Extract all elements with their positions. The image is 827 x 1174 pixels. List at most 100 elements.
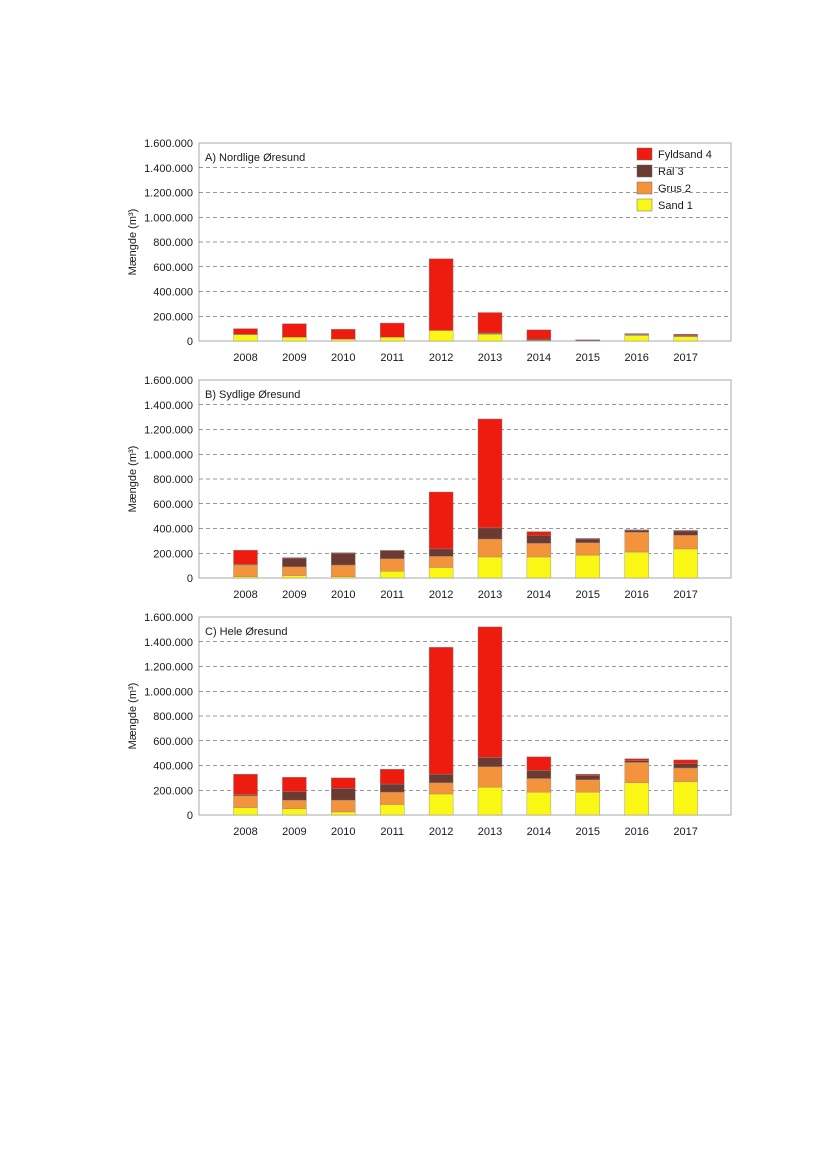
bar-segment-grus-2-2011 — [380, 558, 405, 572]
bar-segment-ral-3-2013 — [477, 757, 503, 767]
y-tick-label: 800.000 — [153, 711, 193, 723]
x-tick-label: 2013 — [478, 589, 502, 601]
bar-segment-ral-3-2009 — [282, 791, 307, 801]
legend-label: Ral 3 — [658, 166, 684, 178]
legend: Fyldsand 4 Ral 3 Grus 2 Sand 1 — [636, 147, 712, 212]
bar-segment-grus-2-2014 — [526, 778, 552, 793]
y-tick-label: 1.200.000 — [144, 662, 193, 674]
bar-segment-sand-1-2017 — [673, 548, 698, 579]
x-tick-label: 2009 — [282, 826, 306, 838]
y-axis-label: Mængde (m³) — [127, 683, 139, 750]
y-tick-label: 1.600.000 — [144, 375, 193, 387]
x-tick-label: 2011 — [380, 589, 404, 601]
bar-segment-ral-3-2017 — [673, 763, 698, 769]
bar-segment-grus-2-2014 — [526, 543, 552, 558]
bar-segment-sand-1-2009 — [282, 337, 307, 342]
bar-segment-fyldsand-4-2014 — [526, 329, 552, 340]
y-tick-label: 200.000 — [153, 548, 193, 560]
bar-segment-ral-3-2017 — [673, 530, 698, 536]
legend-swatch-fyldsand-4 — [636, 147, 653, 161]
bar-segment-fyldsand-4-2015 — [575, 339, 600, 341]
bar-segment-sand-1-2012 — [428, 330, 454, 342]
bar-segment-fyldsand-4-2011 — [380, 769, 405, 785]
bar-segment-sand-1-2016 — [624, 335, 649, 342]
y-axis-label: Mængde (m³) — [127, 446, 139, 513]
x-tick-label: 2014 — [527, 352, 551, 364]
legend-swatch-grus-2 — [636, 181, 653, 195]
bar-segment-fyldsand-4-2017 — [673, 759, 698, 764]
bar-segment-grus-2-2015 — [575, 779, 600, 793]
y-tick-label: 400.000 — [153, 761, 193, 773]
bar-segment-grus-2-2008 — [233, 795, 258, 808]
bar-segment-fyldsand-4-2016 — [624, 333, 649, 335]
y-tick-label: 200.000 — [153, 785, 193, 797]
y-tick-label: 1.000.000 — [144, 686, 193, 698]
bar-segment-sand-1-2009 — [282, 808, 307, 816]
bar-segment-fyldsand-4-2014 — [526, 531, 552, 536]
bar-segment-fyldsand-4-2015 — [575, 773, 600, 776]
y-tick-label: 1.200.000 — [144, 425, 193, 437]
y-tick-label: 1.400.000 — [144, 400, 193, 412]
x-tick-label: 2011 — [380, 826, 404, 838]
bar-segment-grus-2-2010 — [331, 564, 356, 577]
x-tick-label: 2013 — [478, 352, 502, 364]
legend-label: Grus 2 — [658, 183, 691, 195]
legend-label: Fyldsand 4 — [658, 149, 712, 161]
bar-segment-sand-1-2017 — [673, 781, 698, 816]
bar-segment-grus-2-2010 — [331, 799, 356, 813]
x-tick-label: 2012 — [429, 826, 453, 838]
bar-segment-fyldsand-4-2008 — [233, 328, 258, 335]
x-tick-label: 2015 — [576, 589, 600, 601]
bar-segment-ral-3-2015 — [575, 538, 600, 543]
bar-segment-fyldsand-4-2010 — [331, 329, 356, 340]
bar-segment-ral-3-2014 — [526, 770, 552, 779]
x-tick-label: 2014 — [527, 826, 551, 838]
bar-segment-ral-3-2012 — [428, 773, 454, 784]
y-tick-label: 0 — [187, 810, 193, 822]
bar-segment-grus-2-2012 — [428, 782, 454, 795]
y-tick-label: 1.000.000 — [144, 449, 193, 461]
bar-segment-sand-1-2008 — [233, 807, 258, 816]
x-tick-label: 2016 — [624, 826, 648, 838]
bar-segment-grus-2-2016 — [624, 762, 649, 784]
bar-segment-fyldsand-4-2017 — [673, 530, 698, 532]
y-tick-label: 1.000.000 — [144, 212, 193, 224]
bar-segment-grus-2-2009 — [282, 566, 307, 576]
bar-segment-fyldsand-4-2017 — [673, 333, 698, 336]
chart-panel-3: 0 200.000 400.000 600.000 800.000 1.000.000 1.… — [127, 612, 732, 838]
bar-segment-sand-1-2011 — [380, 570, 405, 579]
bar-segment-fyldsand-4-2009 — [282, 323, 307, 338]
x-tick-label: 2009 — [282, 352, 306, 364]
bar-segment-sand-1-2010 — [331, 338, 356, 342]
y-tick-label: 200.000 — [153, 311, 193, 323]
bar-segment-ral-3-2016 — [624, 530, 649, 533]
bar-segment-fyldsand-4-2008 — [233, 773, 258, 795]
bar-segment-grus-2-2012 — [428, 556, 454, 568]
x-tick-label: 2015 — [576, 352, 600, 364]
panel-label: B) Sydlige Øresund — [205, 389, 300, 401]
legend-label: Sand 1 — [658, 200, 693, 212]
x-tick-label: 2010 — [331, 826, 355, 838]
x-tick-label: 2010 — [331, 589, 355, 601]
x-tick-label: 2015 — [576, 826, 600, 838]
bar-segment-ral-3-2013 — [477, 527, 503, 540]
x-tick-label: 2008 — [233, 352, 257, 364]
bar-segment-grus-2-2008 — [233, 564, 258, 577]
x-tick-label: 2009 — [282, 589, 306, 601]
y-tick-label: 0 — [187, 573, 193, 585]
x-tick-label: 2008 — [233, 589, 257, 601]
bar-segment-fyldsand-4-2008 — [233, 549, 258, 565]
bar-segment-sand-1-2010 — [331, 811, 356, 816]
x-tick-label: 2017 — [673, 589, 697, 601]
bar-segment-fyldsand-4-2010 — [331, 777, 356, 789]
bar-segment-fyldsand-4-2012 — [428, 491, 454, 550]
legend-swatch-sand-1 — [636, 198, 653, 212]
x-tick-label: 2012 — [429, 352, 453, 364]
bar-segment-fyldsand-4-2013 — [477, 418, 503, 529]
panel-label: C) Hele Øresund — [205, 626, 288, 638]
bar-segment-sand-1-2016 — [624, 782, 649, 816]
bar-segment-fyldsand-4-2010 — [331, 552, 356, 554]
bar-segment-fyldsand-4-2012 — [428, 258, 454, 331]
bar-segment-grus-2-2013 — [477, 766, 503, 788]
